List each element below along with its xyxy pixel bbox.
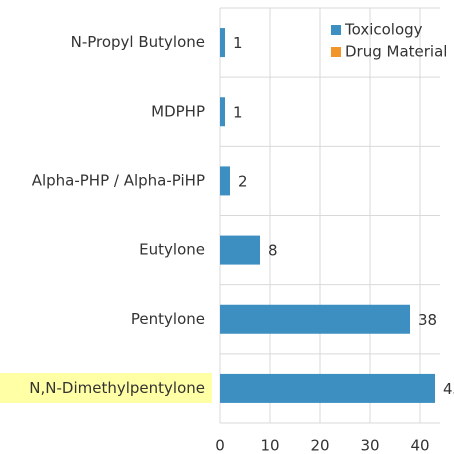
bar bbox=[220, 97, 225, 127]
x-tick-label: 30 bbox=[360, 437, 379, 454]
bar bbox=[220, 235, 260, 265]
bar bbox=[220, 304, 410, 334]
data-label: 8 bbox=[268, 242, 278, 260]
legend-swatch bbox=[331, 25, 341, 35]
x-tick-label: 0 bbox=[215, 437, 225, 454]
legend-label: Toxicology bbox=[344, 21, 423, 39]
data-label: 1 bbox=[233, 34, 243, 52]
y-tick-label: Pentylone bbox=[131, 310, 205, 328]
data-label: 38 bbox=[418, 311, 437, 329]
category-highlight bbox=[0, 373, 212, 403]
x-tick-label: 20 bbox=[310, 437, 329, 454]
y-tick-label: Alpha-PHP / Alpha-PiHP bbox=[32, 171, 205, 189]
y-tick-label: MDPHP bbox=[151, 102, 205, 120]
x-tick-label: 40 bbox=[410, 437, 429, 454]
x-tick-label: 10 bbox=[260, 437, 279, 454]
legend-swatch bbox=[331, 47, 341, 57]
data-label: 43 bbox=[443, 380, 454, 398]
legend-label: Drug Material bbox=[345, 43, 447, 61]
bar bbox=[220, 373, 435, 403]
y-tick-label: Eutylone bbox=[139, 241, 205, 259]
bar bbox=[220, 166, 230, 196]
data-label: 1 bbox=[233, 103, 243, 121]
bar bbox=[220, 28, 225, 58]
data-label: 2 bbox=[238, 172, 248, 190]
y-tick-label: N,N-Dimethylpentylone bbox=[29, 379, 205, 397]
y-tick-label: N-Propyl Butylone bbox=[71, 33, 205, 51]
